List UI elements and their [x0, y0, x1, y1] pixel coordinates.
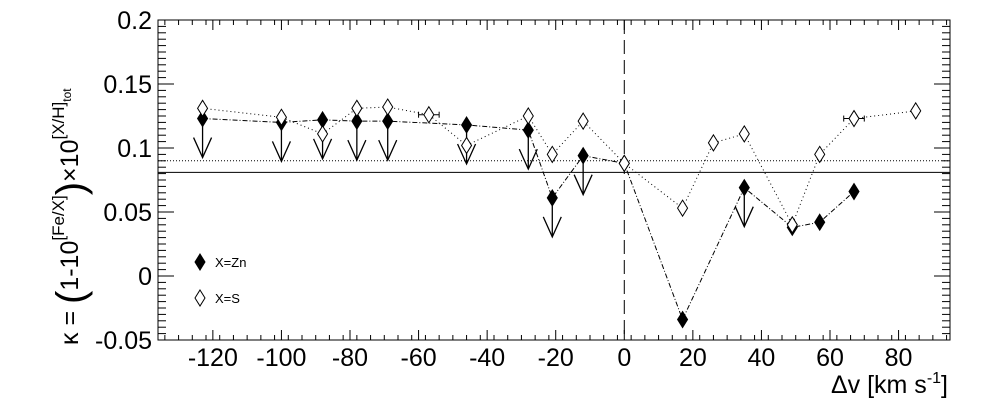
- x-tick-label: -120: [188, 344, 238, 372]
- data-point-s: [738, 124, 750, 143]
- x-tick-label: -40: [469, 344, 505, 372]
- plot-frame: [157, 19, 951, 341]
- y-tick-label: 0.15: [103, 71, 152, 99]
- upper-limit-arrow-head: [378, 139, 398, 162]
- data-point-zn: [676, 310, 689, 329]
- data-point-s: [814, 145, 826, 164]
- data-point-s: [460, 136, 473, 155]
- series-line: [202, 118, 855, 321]
- svg-text:κ = (1-10[Fe/X])×10[X/H]tot: κ = (1-10[Fe/X])×10[X/H]tot: [49, 88, 93, 345]
- data-point-zn: [738, 178, 750, 197]
- upper-limit-arrow-head: [347, 139, 367, 162]
- data-point-s: [707, 133, 720, 152]
- legend-label-s: X=S: [215, 291, 240, 306]
- x-tick-label: -80: [332, 344, 368, 372]
- y-tick-label: 0.2: [117, 7, 152, 35]
- upper-limit-arrow-head: [192, 137, 213, 160]
- axis-ticks: -120 -100 -80 -60 -40 -20 0 20 40 60 80 -0.05 0 0.05 0…: [95, 7, 950, 372]
- data-point-s: [676, 199, 689, 218]
- data-point-s: [423, 105, 435, 124]
- data-point-zn: [546, 188, 558, 207]
- data-point-zn: [460, 116, 473, 134]
- data-point-zn: [351, 112, 363, 131]
- x-tick-label: -100: [256, 344, 306, 372]
- data-point-s: [910, 101, 922, 120]
- series-line: [202, 106, 916, 227]
- data-point-zn: [577, 146, 589, 165]
- x-axis-title: Δv [km s-1]: [831, 370, 948, 399]
- data-point-zn: [814, 213, 826, 232]
- data-point-s: [618, 154, 630, 173]
- series-zn: [192, 109, 860, 329]
- x-tick-label: 40: [748, 344, 776, 372]
- reference-lines: [158, 20, 950, 340]
- upper-limit-arrow-head: [542, 216, 562, 239]
- legend-label-zn: X=Zn: [215, 255, 246, 270]
- upper-limit-arrow-head: [271, 141, 292, 163]
- x-tick-label: 20: [679, 344, 707, 372]
- data-point-s: [196, 99, 209, 118]
- y-tick-label: -0.05: [95, 327, 152, 355]
- y-tick-label: 0.05: [103, 199, 152, 227]
- upper-limit-arrow-head: [734, 206, 754, 229]
- data-point-zn: [382, 112, 394, 131]
- x-tick-label: 60: [816, 344, 844, 372]
- legend-marker-zn: [194, 253, 206, 271]
- data-point-zn: [196, 109, 209, 128]
- legend: X=Zn X=S: [194, 253, 246, 307]
- x-tick-label: 0: [617, 344, 631, 372]
- x-tick-label: 80: [885, 344, 913, 372]
- data-point-s: [316, 124, 329, 143]
- data-point-s: [275, 108, 288, 127]
- data-point-s: [382, 98, 394, 116]
- series-s: [196, 98, 922, 234]
- data-point-s: [522, 107, 534, 125]
- upper-limit-arrow-head: [456, 143, 477, 166]
- y-tick-label: 0: [138, 263, 152, 291]
- data-point-s: [351, 99, 363, 118]
- data-point-s: [786, 215, 798, 234]
- x-tick-label: -60: [401, 344, 437, 372]
- upper-limit-arrow-head: [312, 138, 333, 161]
- y-axis-title: κ = (1-10[Fe/X])×10[X/H]tot: [49, 88, 93, 345]
- data-point-zn: [848, 182, 860, 201]
- data-point-zn: [522, 121, 534, 140]
- y-tick-label: 0.1: [117, 135, 152, 163]
- data-point-s: [577, 112, 589, 131]
- upper-limit-arrow-head: [573, 174, 593, 197]
- data-point-s: [546, 145, 558, 164]
- series-layer: [192, 98, 922, 329]
- legend-marker-s: [194, 289, 206, 307]
- upper-limit-arrow-head: [518, 148, 538, 171]
- data-point-s: [848, 109, 860, 128]
- x-tick-label: -20: [538, 344, 574, 372]
